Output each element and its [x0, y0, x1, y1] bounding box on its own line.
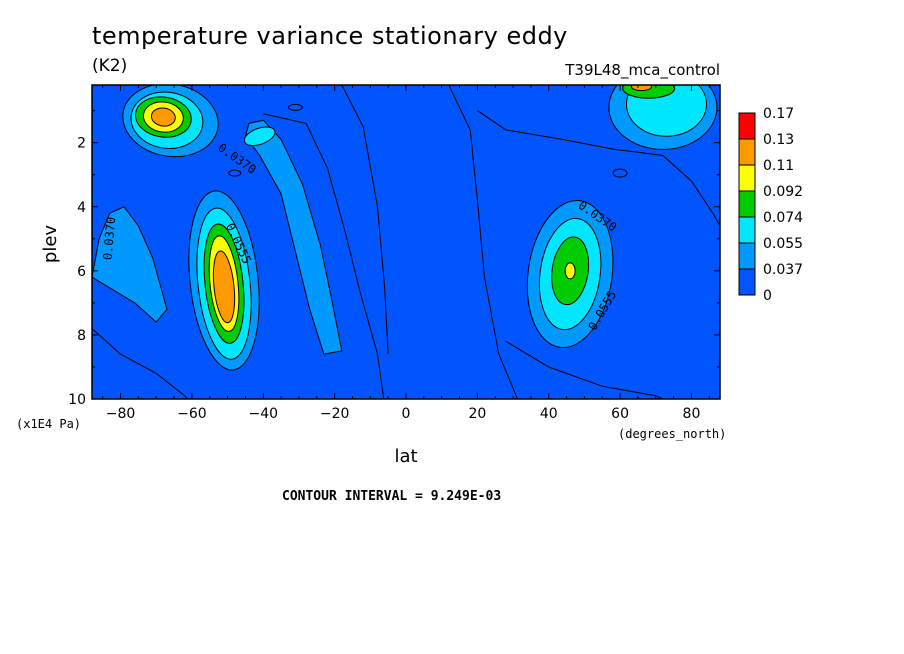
contour-line-5 [477, 110, 720, 227]
band-nh-upper-055 [625, 85, 707, 137]
band-sh-arm [244, 119, 343, 355]
x-axis-units: (degrees_north) [618, 427, 726, 441]
colorbar-swatch-3 [738, 190, 756, 218]
y-tick-label-1: 4 [77, 200, 86, 216]
y-tick-label-0: 2 [77, 136, 86, 152]
plot-area [92, 85, 720, 399]
x-tick-label-7: 60 [611, 406, 629, 422]
band-nh-upper-11 [631, 85, 652, 92]
colorbar-swatch-5 [738, 242, 756, 270]
colorbar-label-7: 0 [763, 288, 772, 304]
dataset-label: T39L48_mca_control [565, 61, 720, 79]
x-tick-label-3: −20 [320, 406, 350, 422]
x-tick-label-0: −80 [106, 406, 136, 422]
colorbar-swatch-1 [738, 138, 756, 166]
contour-small-3 [612, 168, 628, 178]
colorbar-label-5: 0.055 [763, 236, 803, 252]
x-tick-label-1: −60 [177, 406, 207, 422]
contour-line-4 [448, 85, 519, 399]
chart-title: temperature variance stationary eddy [92, 22, 568, 50]
band-sh-arm-055 [243, 126, 276, 147]
colorbar-swatch-0 [738, 112, 756, 140]
contour-line-2 [263, 113, 385, 399]
y-tick-label-2: 6 [77, 264, 86, 280]
contour-label-1: 0.0370 [101, 216, 119, 260]
contour-line-3 [341, 85, 389, 355]
x-tick-label-5: 20 [468, 406, 486, 422]
band-sh-upper-11 [150, 107, 176, 127]
colorbar-label-0: 0.17 [763, 106, 794, 122]
colorbar-label-2: 0.11 [763, 158, 794, 174]
band-sh-left [92, 206, 168, 323]
x-tick-label-2: −40 [248, 406, 278, 422]
band-nh-lower-092 [564, 262, 576, 280]
colorbar-label-1: 0.13 [763, 132, 794, 148]
x-axis: −80 −60 −40 −20 0 20 40 60 80 [102, 85, 710, 422]
y-axis-units: (x1E4 Pa) [16, 417, 81, 431]
colorbar: 0.17 0.13 0.11 0.092 0.074 0.055 0.037 0 [738, 106, 803, 304]
contour-small-2 [228, 169, 242, 177]
contour-interval-label: CONTOUR INTERVAL = 9.249E-03 [282, 489, 502, 504]
colorbar-label-3: 0.092 [763, 184, 803, 200]
y-tick-label-4: 10 [68, 392, 86, 408]
colorbar-swatch-6 [738, 268, 756, 296]
contour-line-6 [505, 340, 665, 399]
colorbar-swatch-4 [738, 216, 756, 244]
x-axis-label: lat [394, 446, 417, 467]
units-label: (K2) [92, 56, 128, 76]
y-tick-label-3: 8 [77, 328, 86, 344]
contour-small-1 [287, 103, 303, 111]
x-tick-label-8: 80 [683, 406, 701, 422]
x-tick-label-6: 40 [540, 406, 558, 422]
contour-line-1 [92, 328, 188, 399]
y-axis: 2 4 6 8 10 [68, 110, 720, 408]
colorbar-label-6: 0.037 [763, 262, 803, 278]
y-axis-label: plev [40, 225, 61, 264]
x-tick-label-4: 0 [402, 406, 411, 422]
colorbar-label-4: 0.074 [763, 210, 803, 226]
colorbar-swatch-2 [738, 164, 756, 192]
band-sh-lower-11 [212, 250, 236, 324]
